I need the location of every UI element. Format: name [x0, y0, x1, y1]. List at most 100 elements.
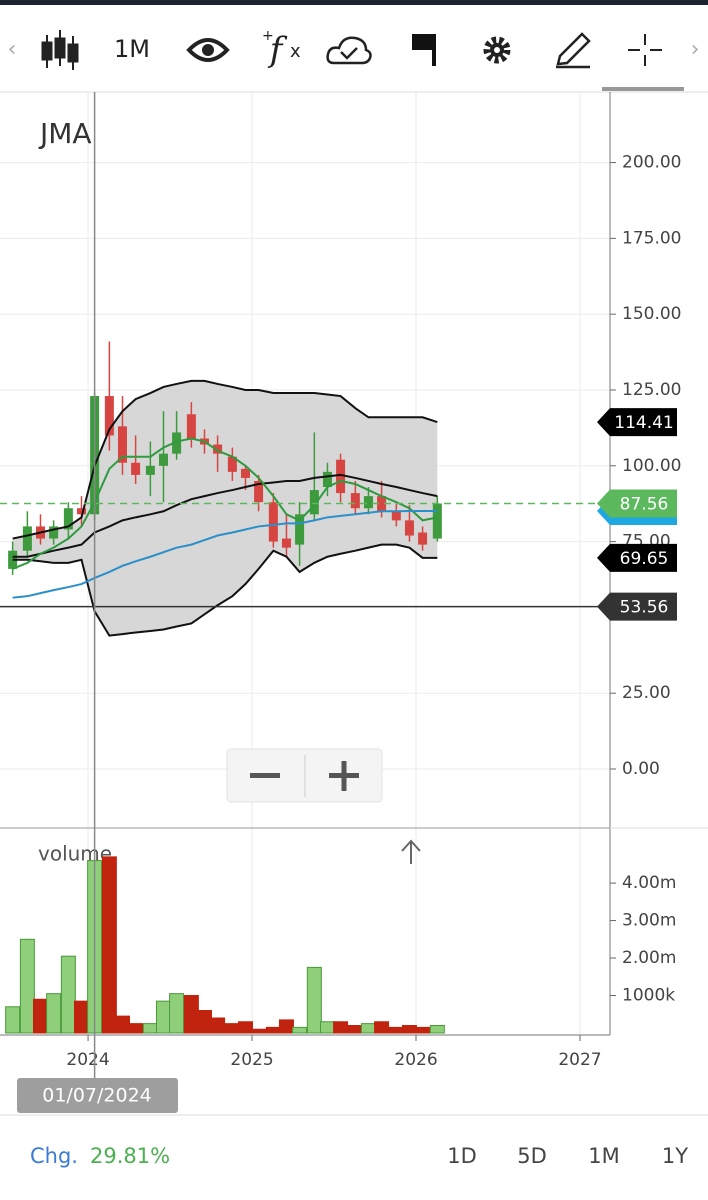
indicator-line: [12, 543, 438, 637]
zoom-controls: [226, 748, 383, 803]
volume-bar: [306, 966, 322, 1034]
indicator-line: [12, 473, 438, 558]
svg-text:+: +: [262, 28, 274, 44]
volume-bar: [19, 938, 35, 1034]
volume-bar: [196, 1010, 212, 1034]
range-button[interactable]: 1M: [588, 1144, 619, 1168]
volume-bar: [183, 995, 199, 1034]
candle-body: [350, 493, 360, 509]
candle-body: [172, 432, 182, 454]
volume-bar: [237, 1021, 253, 1034]
candle-body: [158, 453, 168, 466]
price-tag-label: 69.65: [620, 549, 669, 569]
range-button[interactable]: 5D: [517, 1144, 547, 1168]
candles-icon[interactable]: [41, 30, 79, 70]
status-strip: [0, 0, 708, 5]
volume-bar: [142, 1023, 158, 1034]
price-tag: [597, 543, 677, 572]
volume-bar: [101, 856, 117, 1034]
change-label: Chg.: [30, 1144, 78, 1168]
candle-body: [309, 490, 319, 515]
y-tick-label: 1000k: [622, 986, 675, 1006]
scroll-up-arrow[interactable]: [401, 839, 421, 864]
range-button[interactable]: 1D: [447, 1144, 477, 1168]
scroll-right[interactable]: ›: [691, 37, 700, 62]
volume-bar: [46, 993, 62, 1034]
band-shade: [12, 380, 438, 636]
y-tick-label: 25.00: [622, 683, 671, 703]
volume-bar: [374, 1021, 390, 1034]
candle-body: [377, 496, 387, 512]
candle-body: [117, 426, 127, 463]
crosshair-icon[interactable]: [628, 34, 662, 66]
chart-title: JMA: [38, 117, 92, 150]
y-tick-label: 200.00: [622, 153, 681, 173]
candle-body: [268, 502, 278, 542]
candle-body: [49, 526, 59, 539]
volume-bar: [128, 1023, 144, 1034]
price-tag-label: 114.41: [614, 413, 673, 433]
candle-body: [281, 538, 291, 548]
price-tag: [597, 592, 677, 621]
svg-text:x: x: [290, 41, 301, 62]
volume-bar: [60, 955, 76, 1034]
volume-bar: [388, 1026, 404, 1034]
active-tool-underline: [602, 87, 684, 91]
y-tick-label: 0.00: [622, 759, 660, 779]
svg-text:f: f: [267, 30, 288, 70]
volume-bar: [401, 1025, 417, 1034]
eye-icon[interactable]: [186, 38, 230, 62]
crosshair-date: 01/07/2024: [42, 1085, 152, 1107]
x-tick-label: 2026: [394, 1050, 437, 1070]
scroll-left[interactable]: ‹: [8, 37, 17, 62]
candle-body: [131, 462, 141, 475]
volume-bar: [114, 1015, 130, 1034]
chart: 2024 2025 2026 20270.0025.0075.00100.00125.…: [0, 92, 708, 1113]
volume-bar: [5, 1006, 21, 1034]
volume-bar: [169, 993, 185, 1034]
price-tag-label: 87.56: [620, 495, 669, 515]
price-tag: [597, 489, 677, 518]
candle-body: [213, 444, 223, 454]
candle-body: [432, 503, 442, 539]
candle-body: [63, 508, 73, 530]
candle-body: [22, 526, 32, 551]
candle-body: [186, 414, 196, 439]
y-tick-label: 100.00: [622, 456, 681, 476]
zoom-in[interactable]: [329, 761, 359, 791]
volume-bar: [292, 1026, 308, 1034]
candle-body: [363, 496, 373, 509]
cloud-icon[interactable]: [326, 36, 372, 65]
settings-icon[interactable]: [483, 36, 511, 64]
candle-body: [404, 520, 414, 536]
volume-bar: [360, 1023, 376, 1034]
candle-body: [8, 550, 18, 569]
volume-bar: [278, 1019, 294, 1034]
volume-bar: [429, 1025, 445, 1034]
candle-body: [322, 471, 332, 488]
candle-body: [391, 511, 401, 521]
flag-icon[interactable]: [412, 34, 436, 66]
interval-button[interactable]: 1M: [114, 35, 150, 63]
indicator-line: [12, 379, 438, 540]
change-value: 29.81%: [90, 1144, 170, 1168]
y-tick-label: 125.00: [622, 380, 681, 400]
y-tick-label: 150.00: [622, 304, 681, 324]
candle-body: [254, 480, 264, 503]
x-tick-label: 2025: [230, 1050, 273, 1070]
volume-bar: [73, 1000, 89, 1034]
range-button[interactable]: 1Y: [662, 1144, 688, 1168]
candle-body: [418, 532, 428, 545]
price-tag: [597, 408, 677, 437]
volume-bar: [333, 1021, 349, 1034]
candle-body: [336, 459, 346, 494]
volume-bar: [319, 1021, 335, 1034]
volume-bar: [155, 1000, 171, 1034]
volume-bar: [251, 1028, 267, 1034]
zoom-out[interactable]: [250, 773, 280, 778]
indicators-icon[interactable]: + f x: [262, 28, 301, 70]
volume-bar: [265, 1026, 281, 1034]
draw-icon[interactable]: [556, 32, 591, 69]
x-tick-label: 2024: [66, 1050, 109, 1070]
